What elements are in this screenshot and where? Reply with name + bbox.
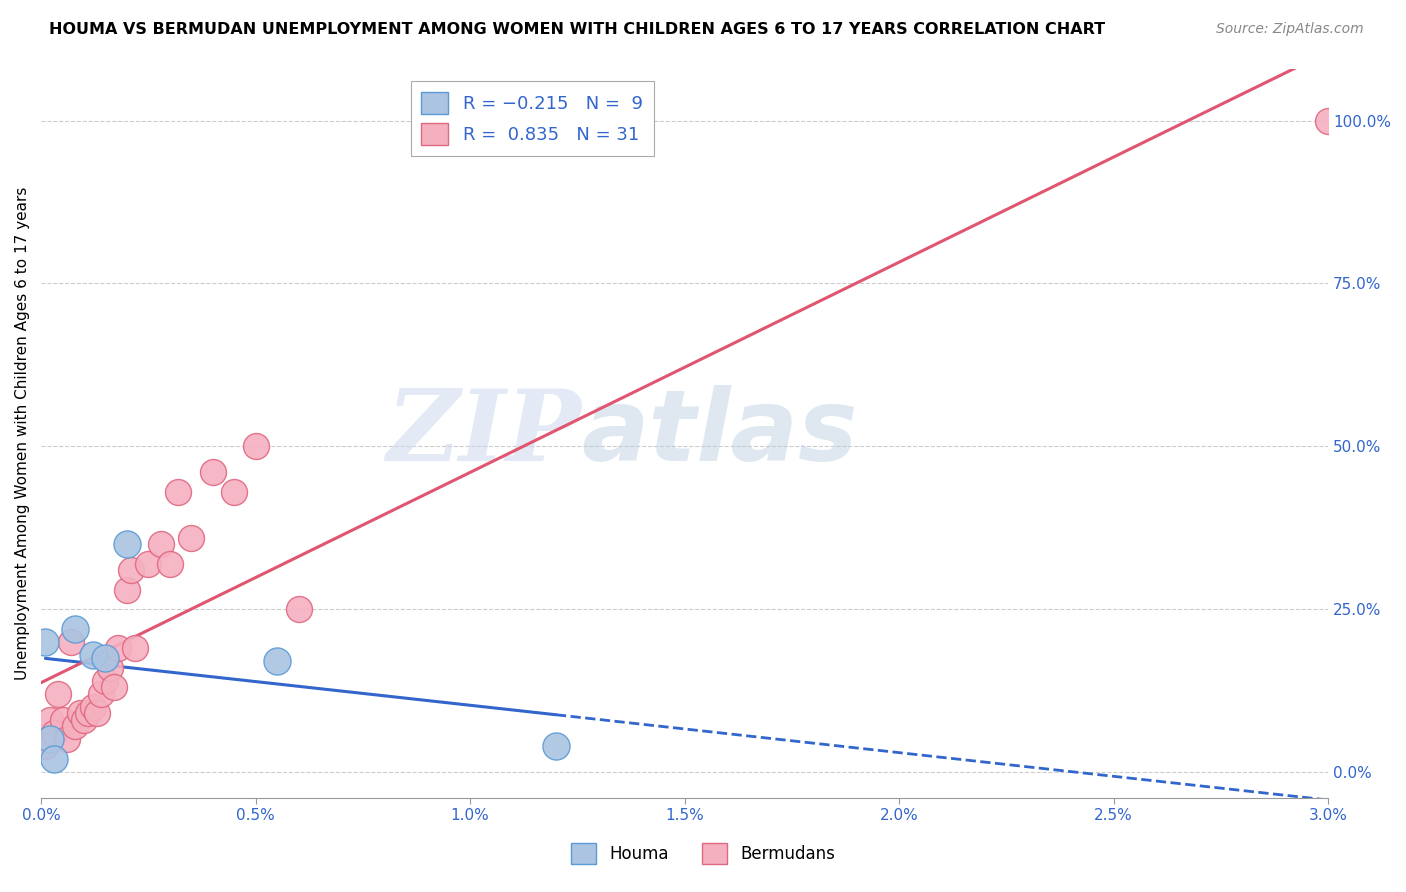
Point [159, 557, 181, 571]
Point [65, 622, 87, 636]
Point [82, 699, 104, 714]
Point [287, 602, 309, 616]
Point [38, 713, 60, 727]
Legend: Houma, Bermudans: Houma, Bermudans [564, 837, 842, 871]
Point [1317, 113, 1340, 128]
Text: atlas: atlas [582, 384, 858, 482]
Point [124, 641, 146, 656]
Point [94, 673, 117, 688]
Point [224, 484, 246, 499]
Point [245, 439, 267, 453]
Point [107, 641, 129, 656]
Legend: R = −0.215   N =  9, R =  0.835   N = 31: R = −0.215 N = 9, R = 0.835 N = 31 [411, 81, 654, 156]
Point [138, 557, 160, 571]
Point [167, 484, 190, 499]
Point [56, 732, 79, 747]
Point [60, 634, 83, 648]
Point [201, 466, 224, 480]
Point [266, 654, 288, 668]
Point [46, 687, 69, 701]
Point [38, 732, 60, 747]
Point [82, 648, 104, 662]
Point [98, 661, 121, 675]
Point [77, 706, 100, 721]
Point [34, 634, 56, 648]
Point [65, 719, 87, 733]
Point [115, 537, 138, 551]
Y-axis label: Unemployment Among Women with Children Ages 6 to 17 years: Unemployment Among Women with Children A… [15, 186, 30, 680]
Point [103, 681, 125, 695]
Point [69, 706, 91, 721]
Point [120, 563, 142, 577]
Point [180, 531, 202, 545]
Point [34, 739, 56, 753]
Point [115, 582, 138, 597]
Point [42, 752, 65, 766]
Text: HOUMA VS BERMUDAN UNEMPLOYMENT AMONG WOMEN WITH CHILDREN AGES 6 TO 17 YEARS CORR: HOUMA VS BERMUDAN UNEMPLOYMENT AMONG WOM… [49, 22, 1105, 37]
Point [90, 687, 112, 701]
Point [73, 713, 96, 727]
Point [51, 713, 73, 727]
Point [94, 651, 117, 665]
Point [86, 706, 108, 721]
Point [150, 537, 173, 551]
Point [42, 726, 65, 740]
Point [544, 739, 567, 753]
Text: ZIP: ZIP [387, 385, 582, 482]
Text: Source: ZipAtlas.com: Source: ZipAtlas.com [1216, 22, 1364, 37]
